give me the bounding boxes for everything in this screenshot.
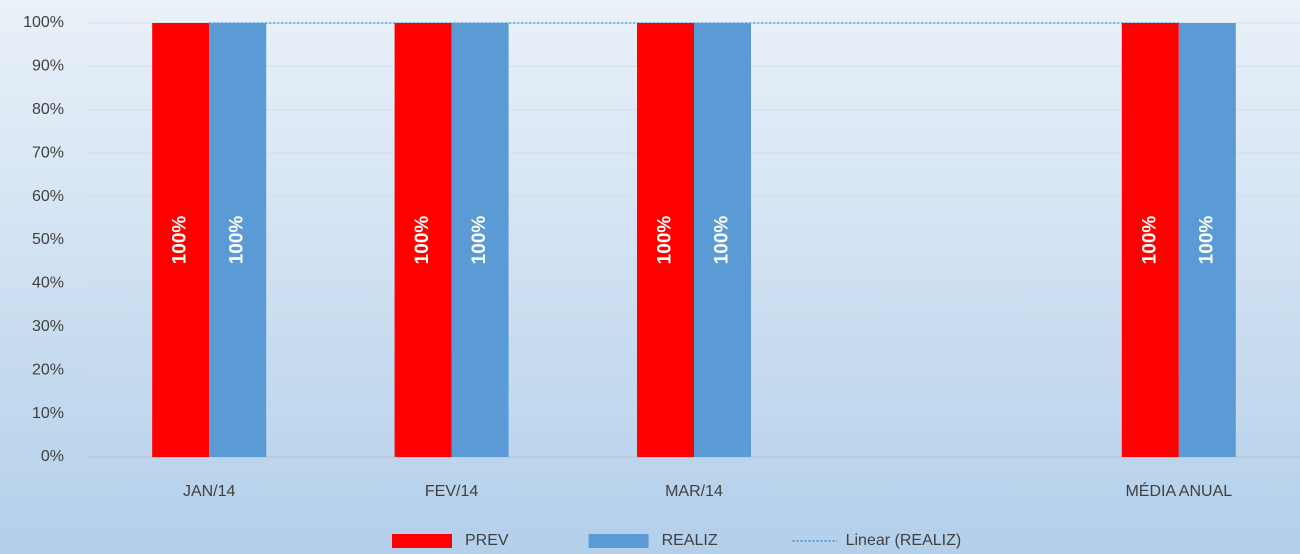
value-label: 100% — [655, 216, 676, 265]
y-tick-label: 80% — [32, 101, 64, 118]
y-tick-label: 100% — [23, 14, 64, 31]
value-label: 100% — [1139, 216, 1160, 265]
bar — [451, 23, 509, 457]
value-label: 100% — [469, 216, 490, 265]
y-tick-label: 0% — [41, 448, 64, 465]
x-tick-label: MÉDIA ANUAL — [1125, 481, 1232, 500]
y-tick-label: 60% — [32, 188, 64, 205]
value-label: 100% — [170, 216, 191, 265]
bar — [152, 23, 210, 457]
bar — [1178, 23, 1236, 457]
legend-swatch — [392, 534, 452, 548]
x-tick-label: FEV/14 — [425, 483, 478, 500]
legend-label: REALIZ — [662, 532, 718, 549]
y-tick-label: 50% — [32, 231, 64, 248]
y-tick-label: 70% — [32, 144, 64, 161]
y-tick-label: 30% — [32, 318, 64, 335]
x-tick-label: MAR/14 — [665, 483, 723, 500]
value-label: 100% — [712, 216, 733, 265]
value-label: 100% — [412, 216, 433, 265]
bar — [394, 23, 452, 457]
bar — [637, 23, 694, 457]
y-tick-label: 10% — [32, 405, 64, 422]
legend-label: PREV — [465, 532, 509, 549]
y-tick-label: 40% — [32, 275, 64, 292]
bar — [694, 23, 751, 457]
y-tick-label: 20% — [32, 361, 64, 378]
value-label: 100% — [227, 216, 248, 265]
legend-label: Linear (REALIZ) — [846, 532, 962, 549]
y-tick-label: 90% — [32, 58, 64, 75]
value-label: 100% — [1196, 216, 1217, 265]
bar — [209, 23, 267, 457]
legend-swatch — [588, 534, 649, 548]
x-tick-label: JAN/14 — [183, 483, 236, 500]
bar — [1121, 23, 1179, 457]
